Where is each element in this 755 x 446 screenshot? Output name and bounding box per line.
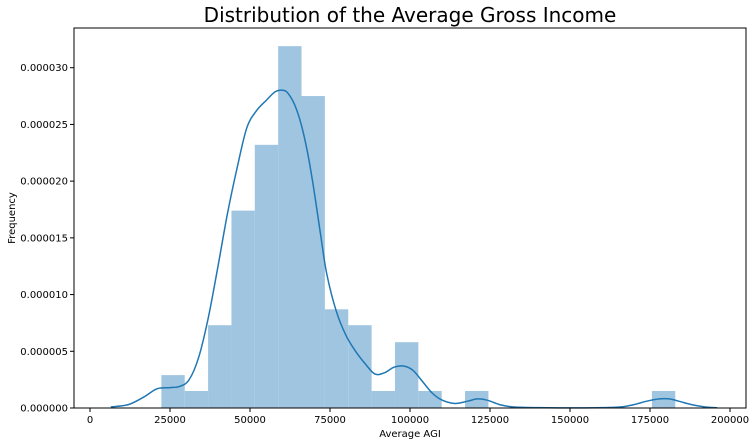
histogram-bars	[161, 46, 676, 409]
x-tick-label: 75000	[314, 415, 346, 426]
y-tick-label: 0.000000	[20, 404, 68, 415]
x-tick-label: 125000	[471, 415, 509, 426]
y-axis-label: Frequency	[7, 192, 18, 244]
x-tick-label: 50000	[234, 415, 266, 426]
histogram-bar-4	[254, 144, 279, 408]
histogram-bar-21	[651, 390, 676, 408]
x-tick-label: 100000	[391, 415, 429, 426]
y-tick-label: 0.000005	[20, 347, 68, 358]
histogram-bar-9	[371, 390, 395, 408]
x-tick-label: 25000	[154, 415, 186, 426]
histogram-bar-6	[301, 96, 325, 409]
y-tick-label: 0.000015	[20, 233, 68, 244]
x-axis-label: Average AGI	[379, 429, 441, 440]
x-tick-label: 175000	[631, 415, 669, 426]
histogram-bar-10	[394, 342, 419, 408]
y-tick-label: 0.000010	[20, 290, 68, 301]
x-axis: 0 25000 50000 75000 100000 125000 150000 175000…	[87, 408, 749, 426]
histogram-bar-8	[348, 325, 372, 408]
y-axis: 0.000000 0.000005 0.000010 0.000015 0.000020…	[20, 63, 74, 415]
histogram-bar-7	[324, 309, 349, 408]
x-tick-label: 0	[87, 415, 93, 426]
y-tick-label: 0.000030	[20, 63, 68, 74]
x-tick-label: 200000	[711, 415, 749, 426]
y-tick-label: 0.000020	[20, 177, 68, 188]
histogram-bar-3	[231, 210, 255, 408]
x-tick-label: 150000	[551, 415, 589, 426]
histogram-bar-11	[418, 390, 442, 408]
histogram-bar-1	[184, 390, 209, 408]
histogram-bar-5	[278, 46, 302, 408]
chart-title: Distribution of the Average Gross Income	[204, 3, 617, 27]
histogram-bar-0	[161, 375, 185, 408]
histogram-bar-2	[208, 325, 232, 408]
y-tick-label: 0.000025	[20, 120, 68, 131]
